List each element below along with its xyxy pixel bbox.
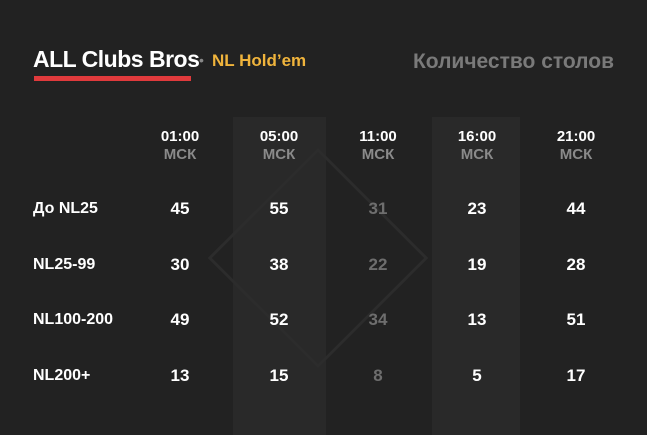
- table-cell: 49: [170, 310, 190, 329]
- column-header-tz: МСК: [559, 146, 593, 163]
- table-cell: 38: [269, 255, 289, 274]
- table-cell: 17: [566, 366, 586, 385]
- brand-underline: [34, 76, 191, 81]
- table-cell: 30: [170, 255, 190, 274]
- table-cell: 22: [368, 255, 388, 274]
- column-header-time: 11:00: [359, 128, 397, 145]
- column-header-tz: МСК: [460, 146, 494, 163]
- table-cell: 45: [170, 199, 190, 218]
- row-label: До NL25: [33, 200, 98, 217]
- table-title: Количество столов: [412, 50, 614, 73]
- column-header-time: 21:00: [556, 128, 596, 145]
- table-cell: 15: [269, 366, 289, 385]
- column-highlight: [432, 117, 520, 435]
- table-cell: 5: [472, 366, 482, 385]
- table-cell: 19: [467, 255, 487, 274]
- table-cell: 44: [566, 199, 586, 218]
- column-header-time: 05:00: [259, 128, 299, 145]
- table-cell: 13: [170, 366, 190, 385]
- row-label: NL25-99: [33, 256, 96, 273]
- table-cell: 28: [566, 255, 586, 274]
- column-header-time: 16:00: [457, 128, 497, 145]
- column-header-tz: МСК: [361, 146, 395, 163]
- separator: •: [199, 52, 204, 68]
- table-cell: 31: [368, 199, 388, 218]
- table-cell: 51: [566, 310, 586, 329]
- game-label: NL Hold’em: [212, 51, 307, 70]
- row-label: NL200+: [33, 367, 91, 384]
- table-cell: 34: [368, 310, 388, 329]
- row-label: NL100-200: [33, 311, 114, 328]
- table-cell: 55: [269, 199, 289, 218]
- brand-title: ALL Clubs Bros: [33, 46, 200, 72]
- table-cell: 13: [467, 310, 487, 329]
- table-cell: 23: [467, 199, 487, 218]
- table-cell: 52: [269, 310, 289, 329]
- column-header-tz: МСК: [163, 146, 197, 163]
- table-cell: 8: [373, 366, 383, 385]
- column-header-tz: МСК: [262, 146, 296, 163]
- column-header-time: 01:00: [160, 128, 200, 145]
- column-highlight: [233, 117, 326, 435]
